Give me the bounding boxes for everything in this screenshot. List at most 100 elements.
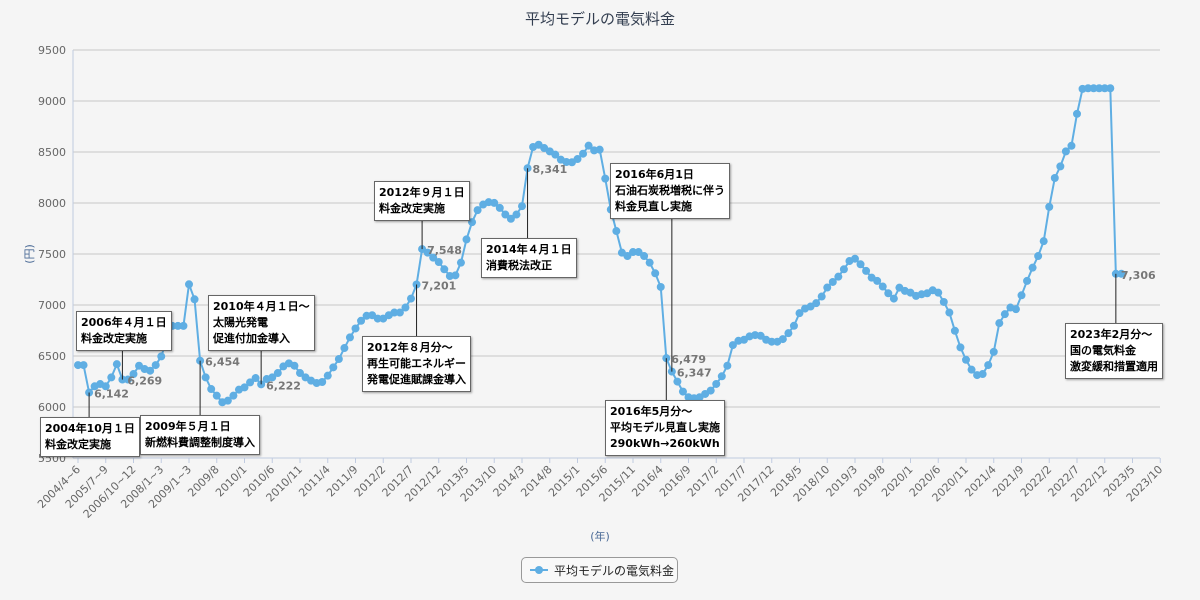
data-point bbox=[551, 150, 560, 159]
annotation-box: 2009年５月１日 新燃料費調整制度導入 bbox=[140, 415, 260, 455]
data-point bbox=[884, 289, 893, 298]
data-point bbox=[173, 321, 182, 330]
data-point bbox=[506, 214, 515, 223]
data-label: 6,222 bbox=[266, 379, 301, 392]
data-point bbox=[1011, 305, 1020, 314]
data-point bbox=[185, 280, 193, 289]
data-point bbox=[240, 383, 249, 392]
data-point bbox=[1089, 84, 1098, 93]
data-point bbox=[318, 378, 327, 387]
x-axis-label: (年) bbox=[590, 530, 610, 543]
data-point bbox=[146, 366, 155, 375]
data-point bbox=[817, 292, 826, 301]
data-point bbox=[1039, 237, 1048, 246]
data-point bbox=[490, 198, 499, 207]
data-point bbox=[723, 361, 732, 370]
data-point bbox=[995, 319, 1004, 328]
data-point bbox=[340, 344, 349, 353]
data-point bbox=[967, 365, 976, 374]
annotation-line: 2014年４月１日 bbox=[486, 243, 572, 256]
data-point bbox=[329, 363, 338, 372]
data-point bbox=[1023, 276, 1032, 285]
data-point bbox=[839, 265, 848, 274]
data-point bbox=[495, 203, 504, 212]
data-point bbox=[612, 227, 621, 236]
data-point bbox=[390, 308, 399, 317]
data-point bbox=[290, 361, 299, 370]
y-tick-label: 6000 bbox=[38, 401, 66, 414]
data-point bbox=[323, 371, 332, 380]
annotation-line: 2004年10月１日 bbox=[45, 422, 135, 435]
annotation-line: 2012年８月分～ bbox=[367, 341, 453, 354]
data-point bbox=[74, 361, 82, 370]
data-label: 8,341 bbox=[533, 163, 568, 176]
data-point bbox=[451, 271, 460, 280]
data-point bbox=[651, 269, 660, 278]
data-point bbox=[962, 355, 970, 364]
data-point bbox=[878, 282, 887, 291]
annotation-box: 2004年10月１日 料金改定実施 bbox=[40, 417, 140, 457]
annotation-line: 太陽光発電 bbox=[213, 316, 268, 329]
data-label: 7,201 bbox=[422, 279, 457, 292]
data-point bbox=[151, 361, 160, 370]
annotation-line: 発電促進賦課金導入 bbox=[367, 373, 466, 386]
annotation-line: 再生可能エネルギー bbox=[367, 357, 466, 370]
data-point bbox=[706, 386, 715, 395]
data-point bbox=[778, 335, 787, 344]
data-point bbox=[584, 141, 593, 150]
annotation-line: 石油石炭税増税に伴う bbox=[615, 184, 725, 197]
data-point bbox=[712, 379, 721, 388]
data-point bbox=[1106, 84, 1115, 93]
annotation-line: 2016年6月1日 bbox=[615, 168, 694, 181]
data-point bbox=[373, 314, 382, 323]
y-tick-label: 8500 bbox=[38, 146, 66, 159]
data-point bbox=[856, 260, 865, 269]
annotation-line: 新燃料費調整制度導入 bbox=[145, 436, 255, 449]
annotation-line: 促進付加金導入 bbox=[213, 332, 290, 345]
data-point bbox=[728, 341, 737, 350]
data-point bbox=[640, 252, 649, 261]
legend-marker-icon bbox=[530, 565, 548, 575]
data-point bbox=[1000, 310, 1009, 319]
data-point bbox=[1061, 147, 1070, 156]
data-label: 6,269 bbox=[127, 375, 162, 388]
annotation-line: 平均モデル見直し実施 bbox=[610, 421, 720, 434]
data-point bbox=[473, 206, 482, 215]
data-point bbox=[1056, 162, 1065, 171]
legend-label: 平均モデルの電気料金 bbox=[554, 563, 675, 578]
annotation-line: 2016年5月分～ bbox=[610, 405, 693, 418]
data-label: 7,306 bbox=[1121, 269, 1156, 282]
data-point bbox=[950, 326, 959, 335]
data-point bbox=[1045, 202, 1054, 211]
data-point bbox=[229, 391, 238, 400]
data-point bbox=[1034, 252, 1043, 261]
data-point bbox=[462, 235, 471, 244]
data-point bbox=[201, 373, 210, 382]
annotation-line: 2010年４月１日～ bbox=[213, 300, 310, 313]
data-label: 6,347 bbox=[677, 367, 712, 380]
chart-title: 平均モデルの電気料金 bbox=[524, 10, 675, 28]
data-point bbox=[573, 155, 582, 164]
y-tick-label: 9500 bbox=[38, 44, 66, 57]
data-point bbox=[107, 373, 116, 382]
data-point bbox=[456, 258, 465, 267]
data-point bbox=[989, 347, 998, 356]
data-point bbox=[629, 248, 637, 257]
data-point bbox=[357, 316, 366, 325]
y-tick-label: 9000 bbox=[38, 95, 66, 108]
data-point bbox=[401, 303, 410, 312]
data-point bbox=[828, 277, 837, 286]
data-point bbox=[812, 299, 821, 308]
annotation-box: 2014年４月１日 消費税法改正 bbox=[481, 238, 577, 278]
legend[interactable]: 平均モデルの電気料金 bbox=[521, 557, 678, 583]
annotation-box: 2012年８月分～ 再生可能エネルギー 発電促進賦課金導入 bbox=[362, 336, 471, 392]
data-point bbox=[1028, 263, 1037, 272]
annotation-line: 消費税法改正 bbox=[486, 259, 552, 272]
data-point bbox=[601, 174, 610, 183]
data-point bbox=[945, 308, 954, 317]
data-point bbox=[395, 308, 404, 317]
y-tick-label: 6500 bbox=[38, 350, 66, 363]
data-point bbox=[634, 248, 643, 257]
